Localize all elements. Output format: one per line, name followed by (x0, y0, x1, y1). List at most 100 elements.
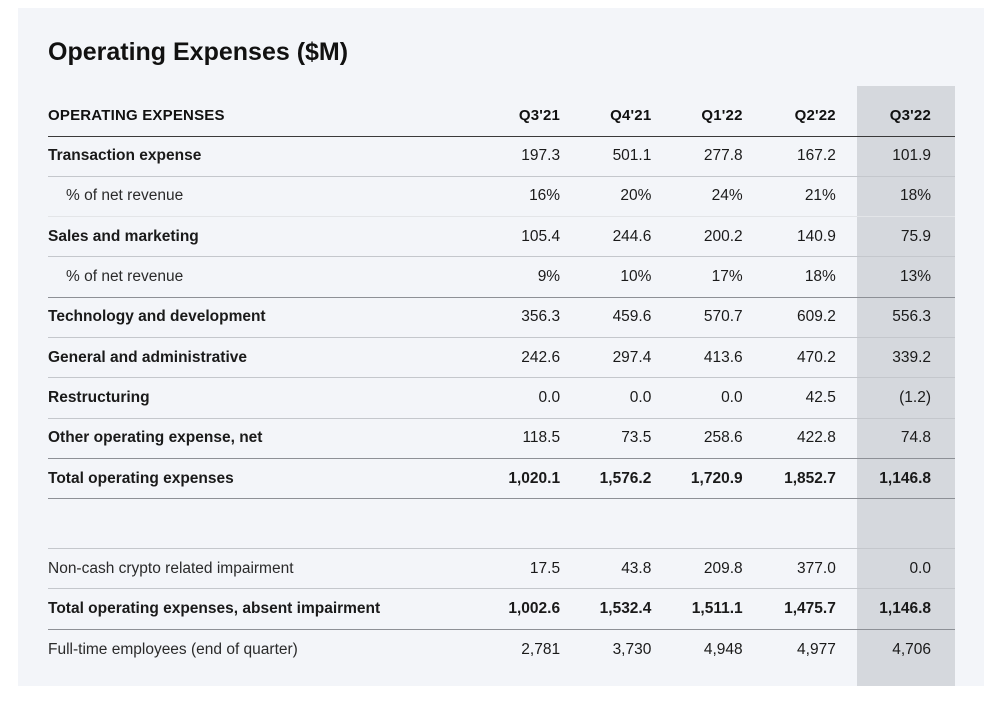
row-label: Full-time employees (end of quarter) (48, 640, 298, 658)
cell-value: 118.5 (471, 418, 562, 459)
column-header-label: OPERATING EXPENSES (48, 96, 472, 137)
spacer-cell (561, 498, 653, 550)
table-row: % of net revenue 9% 10% 17% 18% 13% (48, 256, 955, 298)
cell-value: 18% (836, 176, 955, 218)
cell-value: 258.6 (652, 418, 745, 459)
row-label: Other operating expense, net (48, 418, 472, 459)
row-label: Restructuring (48, 377, 472, 419)
table-row: Other operating expense, net 118.5 73.5 … (48, 418, 955, 459)
spacer-cell (744, 498, 837, 550)
cell-value: 209.8 (652, 548, 745, 590)
column-header-q4-21: Q4'21 (561, 96, 653, 137)
row-label: General and administrative (48, 337, 472, 379)
cell-value: 556.3 (836, 297, 955, 338)
cell-value: 73.5 (561, 418, 653, 459)
cell-value: 242.6 (471, 337, 562, 379)
cell-value: 75.9 (836, 216, 955, 258)
cell-value: 609.2 (744, 297, 837, 338)
cell-value: 1,511.1 (652, 588, 745, 630)
spacer-cell (836, 498, 955, 550)
row-label: Sales and marketing (48, 216, 472, 258)
cell-value: 470.2 (744, 337, 837, 379)
cell-value: 1,576.2 (561, 458, 653, 500)
cell-value: 10% (561, 256, 653, 298)
cell-value: 74.8 (836, 418, 955, 459)
column-header-q2-22: Q2'22 (744, 96, 837, 137)
cell-value: 20% (561, 176, 653, 218)
cell-value: 1,146.8 (836, 588, 955, 630)
cell-value: 422.8 (744, 418, 837, 459)
cell-value: 4,948 (703, 640, 743, 658)
cell-value: 42.5 (744, 377, 837, 419)
cell-value: 1,720.9 (652, 458, 745, 500)
cell-value: 21% (744, 176, 837, 218)
cell-value: 413.6 (652, 337, 745, 379)
table-row: % of net revenue 16% 20% 24% 21% 18% (48, 176, 955, 218)
cell-value: 4,706 (892, 640, 931, 658)
table-row-total: Total operating expenses, absent impairm… (48, 588, 955, 630)
table-row: Sales and marketing 105.4 244.6 200.2 14… (48, 216, 955, 258)
cell-value: 0.0 (652, 377, 745, 419)
cell-value: 140.9 (744, 216, 837, 258)
page-title: Operating Expenses ($M) (48, 38, 349, 66)
cell-value: 17.5 (471, 548, 562, 590)
cell-value: 501.1 (561, 136, 653, 177)
operating-expenses-table: OPERATING EXPENSES Q3'21 Q4'21 Q1'22 Q2'… (48, 96, 955, 670)
column-header-q3-21: Q3'21 (471, 96, 562, 137)
table-row: General and administrative 242.6 297.4 4… (48, 337, 955, 379)
cell-value: 16% (471, 176, 562, 218)
cell-value: 1,002.6 (471, 588, 562, 630)
cell-value: 244.6 (561, 216, 653, 258)
table-row: Restructuring 0.0 0.0 0.0 42.5 (1.2) (48, 377, 955, 419)
spacer-cell (48, 498, 472, 550)
cell-value: 9% (471, 256, 562, 298)
cell-value: 24% (652, 176, 745, 218)
cell-value: 459.6 (561, 297, 653, 338)
cell-value: 4,977 (797, 640, 836, 658)
cell-value: 1,146.8 (836, 458, 955, 500)
cell-value: 570.7 (652, 297, 745, 338)
table-row: Transaction expense 197.3 501.1 277.8 16… (48, 136, 955, 177)
cell-value: 1,532.4 (561, 588, 653, 630)
cell-value: 2,781 (521, 640, 561, 658)
cell-value: 356.3 (471, 297, 562, 338)
cell-value: 1,020.1 (471, 458, 562, 500)
table-header-row: OPERATING EXPENSES Q3'21 Q4'21 Q1'22 Q2'… (48, 96, 955, 137)
spacer-row (48, 498, 955, 550)
row-label: Total operating expenses, absent impairm… (48, 588, 472, 630)
cell-value: 105.4 (471, 216, 562, 258)
table-row: Non-cash crypto related impairment 17.5 … (48, 548, 955, 590)
cell-value: 0.0 (471, 377, 562, 419)
cell-value: 18% (744, 256, 837, 298)
row-label: Non-cash crypto related impairment (48, 548, 472, 590)
table-row: Full-time employees (end of quarter) 2,7… (48, 629, 955, 669)
column-header-q3-22: Q3'22 (836, 96, 955, 137)
cell-value: 13% (836, 256, 955, 298)
spacer-cell (652, 498, 745, 550)
cell-value: 101.9 (836, 136, 955, 177)
cell-value: 1,852.7 (744, 458, 837, 500)
cell-value: 297.4 (561, 337, 653, 379)
cell-value: 17% (652, 256, 745, 298)
cell-value: 200.2 (652, 216, 745, 258)
cell-value: 1,475.7 (744, 588, 837, 630)
spacer-cell (471, 498, 562, 550)
table-row: Technology and development 356.3 459.6 5… (48, 297, 955, 338)
cell-value: 377.0 (744, 548, 837, 590)
cell-value: 3,730 (612, 640, 652, 658)
row-label: Technology and development (48, 297, 472, 338)
cell-value: 0.0 (561, 377, 653, 419)
row-label: Total operating expenses (48, 458, 472, 500)
row-label: Transaction expense (48, 136, 472, 177)
cell-value: 277.8 (652, 136, 745, 177)
row-label: % of net revenue (48, 176, 472, 218)
column-header-q1-22: Q1'22 (652, 96, 745, 137)
cell-value: (1.2) (836, 377, 955, 419)
cell-value: 43.8 (561, 548, 653, 590)
cell-value: 167.2 (744, 136, 837, 177)
row-label: % of net revenue (48, 256, 472, 298)
cell-value: 0.0 (836, 548, 955, 590)
table-row-total: Total operating expenses 1,020.1 1,576.2… (48, 458, 955, 500)
cell-value: 339.2 (836, 337, 955, 379)
cell-value: 197.3 (471, 136, 562, 177)
